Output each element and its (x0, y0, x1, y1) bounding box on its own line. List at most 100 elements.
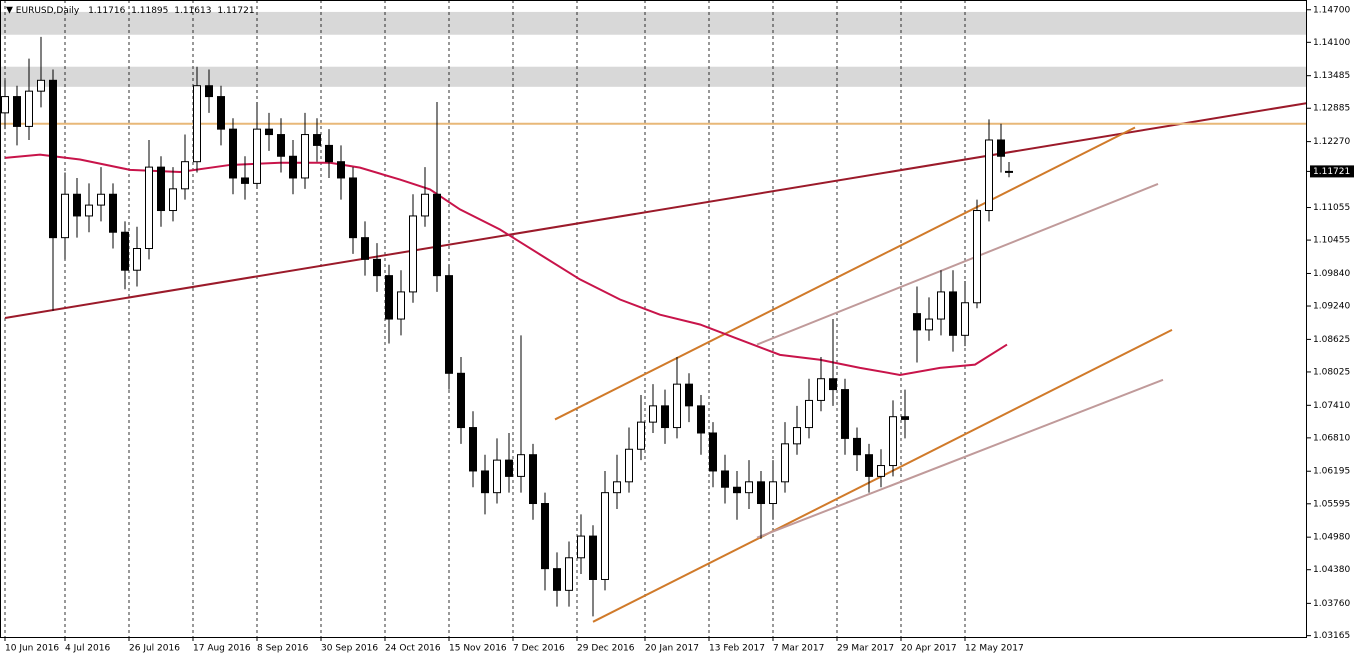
x-tick-label: 24 Oct 2016 (385, 644, 441, 654)
candle-body (961, 302, 969, 336)
x-tick-label: 30 Sep 2016 (321, 644, 378, 654)
candle-body (169, 188, 177, 212)
y-tick-label: 1.06810 (1313, 433, 1350, 443)
candle-body (757, 481, 765, 505)
candle-body (157, 166, 165, 212)
candle-body (25, 90, 33, 127)
x-tick-label: 29 Mar 2017 (837, 644, 894, 654)
trendline (756, 183, 1159, 346)
y-tick-label: 1.04980 (1313, 533, 1350, 543)
plot-area (0, 0, 1308, 637)
current-price-box (1310, 165, 1354, 178)
candle-body (205, 85, 213, 98)
candle-body (37, 79, 45, 92)
x-tick-label: 29 Dec 2016 (577, 644, 635, 654)
candle-body (193, 85, 201, 163)
y-tick-label: 1.12270 (1313, 137, 1350, 147)
x-tick-label: 4 Jul 2016 (65, 644, 110, 654)
trendline (4, 102, 1308, 319)
candle-body (385, 275, 393, 320)
y-tick-label: 1.04380 (1313, 565, 1350, 575)
x-tick-label: 20 Apr 2017 (901, 644, 957, 654)
x-tick-label: 12 May 2017 (965, 644, 1024, 654)
y-tick-label: 1.09240 (1313, 302, 1350, 312)
candle-body (325, 144, 333, 163)
x-tick-label: 7 Mar 2017 (773, 644, 824, 654)
candle-body (733, 486, 741, 494)
y-tick-label: 1.03760 (1313, 599, 1350, 609)
candle-body (529, 454, 537, 505)
candle-body (505, 459, 513, 477)
candle-body (793, 427, 801, 445)
candle-body (13, 96, 21, 127)
y-tick-label: 1.09840 (1313, 269, 1350, 279)
y-tick-label: 1.12885 (1313, 104, 1350, 114)
candle-body (589, 535, 597, 580)
candle-body (493, 459, 501, 494)
y-tick-label: 1.05595 (1313, 499, 1350, 509)
candle-body (109, 193, 117, 233)
candle-body (877, 465, 885, 477)
candle-body (433, 193, 441, 277)
candle-body (865, 454, 873, 477)
candle-body (277, 134, 285, 157)
candle-body (457, 372, 465, 429)
candle-body (97, 193, 105, 206)
ohlc-low: 1.11613 (174, 6, 211, 16)
candle-body (445, 275, 453, 374)
y-tick-label: 1.13485 (1313, 71, 1350, 81)
x-tick-label: 26 Jul 2016 (129, 644, 180, 654)
candle-body (841, 389, 849, 439)
candle-body (649, 405, 657, 423)
candle-body (913, 313, 921, 331)
candle-body (133, 248, 141, 271)
candle-body (613, 481, 621, 494)
candle-body (397, 291, 405, 320)
candle-body (373, 258, 381, 277)
candle-body (289, 155, 297, 179)
candle-body (73, 193, 81, 217)
candle-body (85, 204, 93, 217)
x-tick-label: 7 Dec 2016 (513, 644, 565, 654)
candle-body (361, 237, 369, 260)
candle-body (661, 405, 669, 429)
x-tick-label: 17 Aug 2016 (193, 644, 251, 654)
candle-body (241, 177, 249, 184)
candle-body (997, 139, 1005, 157)
y-tick-label: 1.07410 (1313, 401, 1350, 411)
y-tick-label: 1.03165 (1313, 631, 1350, 641)
candle-body (637, 421, 645, 450)
current-price-label: 1.11721 (1313, 167, 1350, 177)
candle-body (145, 166, 153, 250)
y-tick-label: 1.10455 (1313, 236, 1350, 246)
candle-body (949, 291, 957, 336)
candle-body (217, 96, 225, 130)
candle-body (781, 443, 789, 483)
candle-body (409, 215, 417, 293)
candle-body (745, 481, 753, 494)
candle-body (517, 454, 525, 477)
candle-body (829, 378, 837, 391)
candle-body (337, 161, 345, 179)
zone (1, 11, 1307, 35)
symbol: EURUSD,Daily (16, 6, 80, 16)
y-tick-label: 1.06195 (1313, 467, 1350, 477)
candle-body (553, 568, 561, 591)
candle-body (49, 79, 57, 239)
candle-body (937, 291, 945, 320)
y-tick-label: 1.08625 (1313, 335, 1350, 345)
candle-body (481, 470, 489, 494)
candle-body (805, 399, 813, 429)
candle-body (253, 128, 261, 184)
candle-body (349, 177, 357, 239)
candle-body (313, 134, 321, 146)
zone (1, 66, 1307, 87)
candle-body (697, 405, 705, 434)
candle-body (673, 383, 681, 429)
x-tick-label: 15 Nov 2016 (449, 644, 507, 654)
x-tick-label: 10 Jun 2016 (5, 644, 59, 654)
candle-body (541, 503, 549, 570)
candle-body (985, 139, 993, 212)
